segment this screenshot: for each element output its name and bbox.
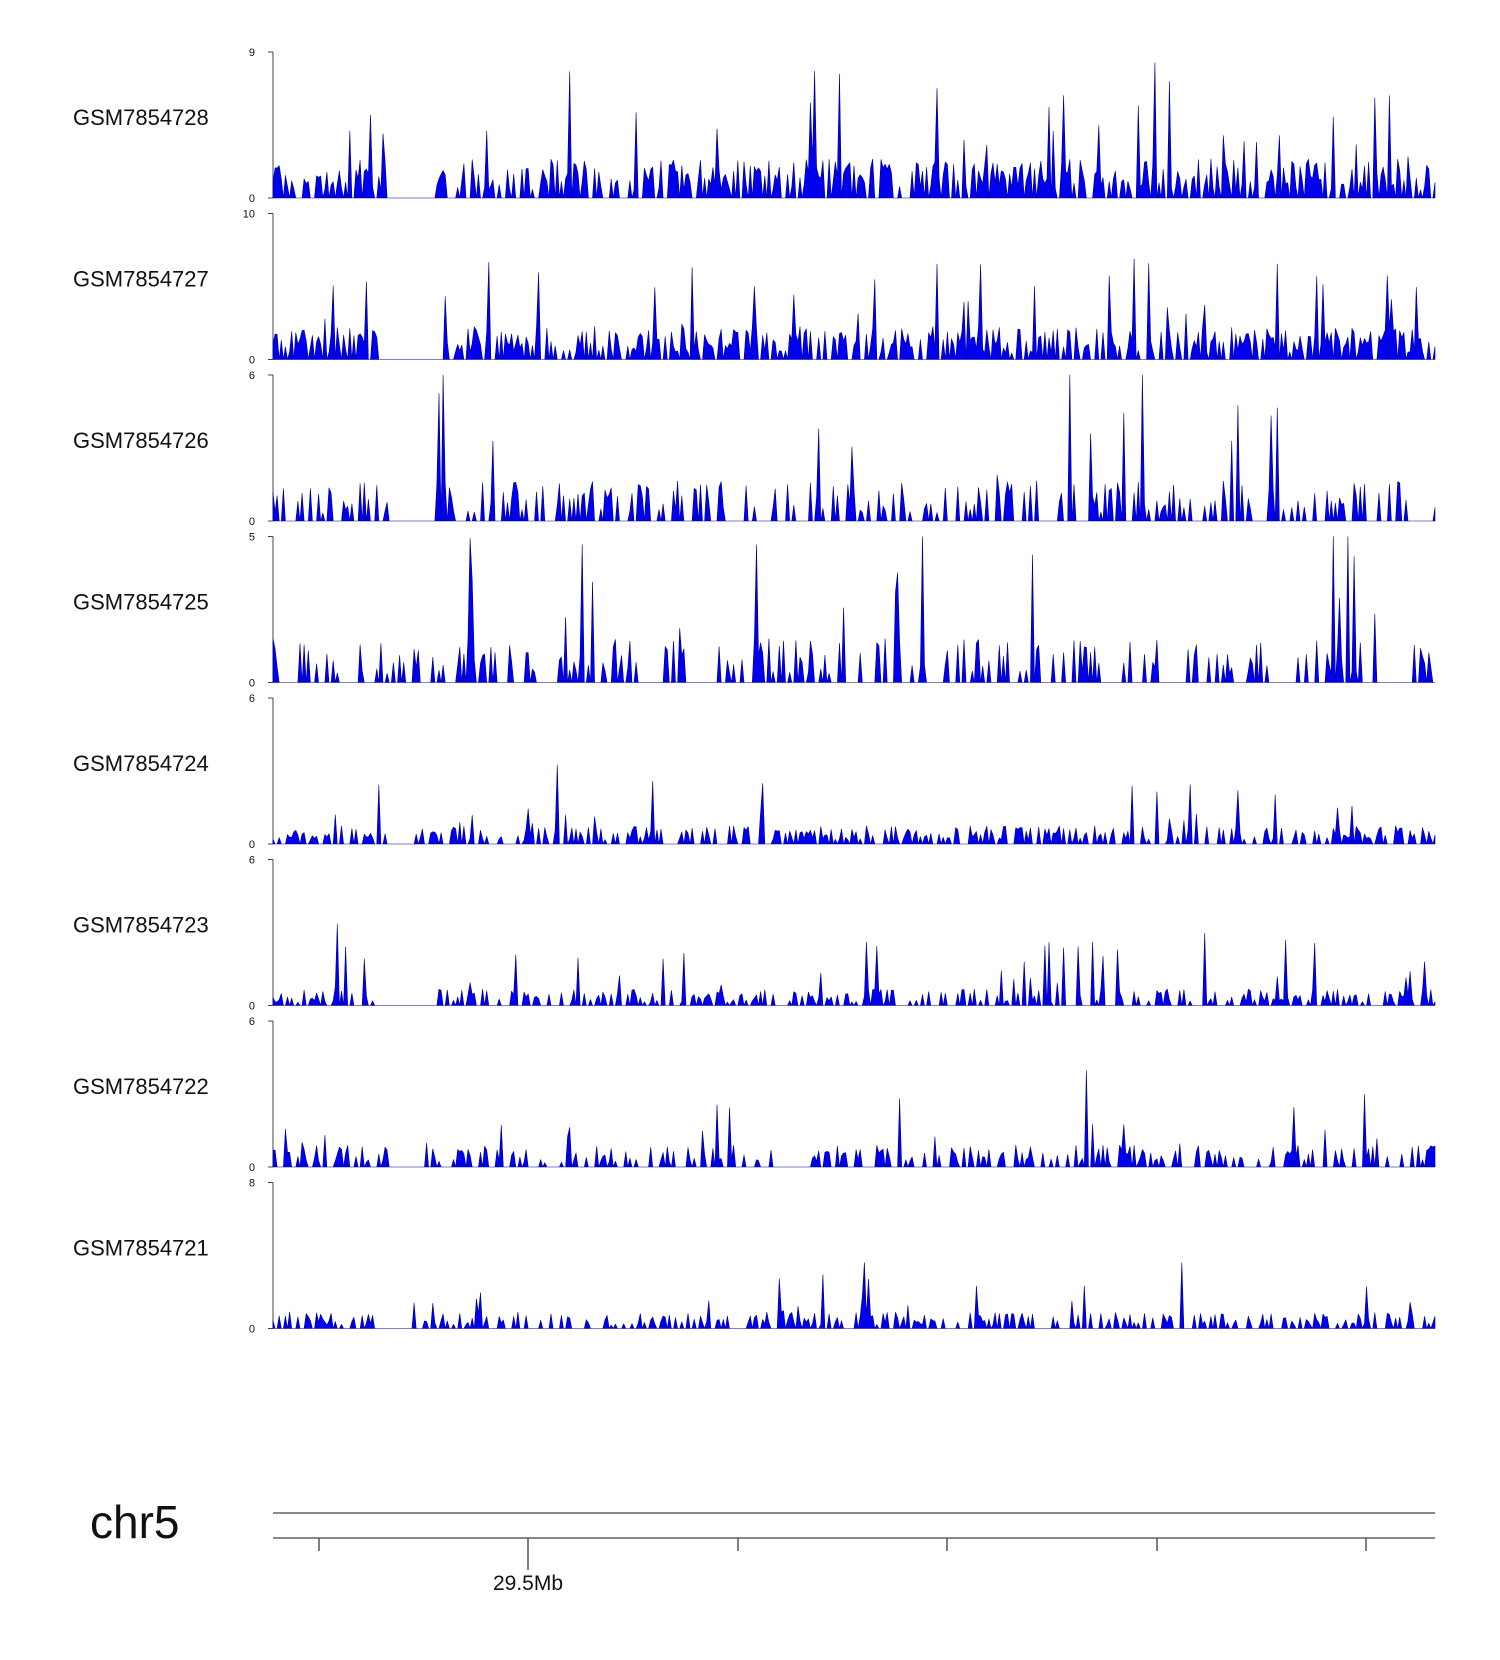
track-y-tick-label: 0	[249, 193, 255, 205]
track-label: GSM7854728	[73, 105, 209, 130]
track-label: GSM7854727	[73, 267, 209, 292]
track-label: GSM7854722	[73, 1074, 209, 1099]
track-y-tick-label: 0	[249, 1162, 255, 1174]
coverage-area	[272, 1070, 1436, 1168]
track-y-tick-label: 6	[249, 370, 255, 382]
coverage-area	[272, 923, 1436, 1006]
tracks-layer: GSM785472890GSM7854727100GSM785472660GSM…	[73, 47, 1436, 1336]
coverage-area	[272, 374, 1436, 522]
coverage-area	[272, 258, 1436, 360]
track: GSM7854723 6 0	[73, 855, 1436, 1013]
coordinate-label: 29.5Mb	[493, 1572, 563, 1595]
track-y-tick-label: 0	[249, 678, 255, 690]
track-y-tick-label: 0	[249, 355, 255, 367]
track: GSM7854721 8 0	[73, 1178, 1436, 1336]
track-label: GSM7854726	[73, 428, 209, 453]
track-y-tick-label: 0	[249, 516, 255, 528]
coverage-area	[272, 764, 1436, 845]
track: GSM7854725 5 0	[73, 532, 1436, 690]
coverage-area	[272, 62, 1436, 199]
track-y-tick-label: 6	[249, 855, 255, 867]
chromosome-axis: chr5 29.5Mb	[90, 1496, 1435, 1595]
track-label: GSM7854721	[73, 1236, 209, 1261]
track: GSM7854724 6 0	[73, 693, 1436, 851]
track-y-tick-label: 6	[249, 693, 255, 705]
track: GSM7854726 6 0	[73, 370, 1436, 528]
track-y-tick-label: 8	[249, 1178, 255, 1190]
track-y-tick-label: 9	[249, 47, 255, 59]
track-y-tick-label: 6	[249, 1016, 255, 1028]
track-y-tick-label: 0	[249, 1324, 255, 1336]
track-y-tick-label: 5	[249, 532, 255, 544]
track-y-tick-label: 10	[243, 209, 255, 221]
track-label: GSM7854723	[73, 913, 209, 938]
coverage-area	[272, 536, 1436, 683]
track: GSM7854722 6 0	[73, 1016, 1436, 1174]
chromosome-label: chr5	[90, 1496, 179, 1548]
track: GSM7854728 9 0	[73, 47, 1436, 205]
track-y-tick-label: 0	[249, 839, 255, 851]
track-label: GSM7854724	[73, 751, 209, 776]
track-y-tick-label: 0	[249, 1001, 255, 1013]
track-label: GSM7854725	[73, 590, 209, 615]
genome-axis-ticks	[318, 1538, 1367, 1570]
coverage-area	[272, 1262, 1436, 1329]
track: GSM7854727 10 0	[73, 209, 1436, 367]
